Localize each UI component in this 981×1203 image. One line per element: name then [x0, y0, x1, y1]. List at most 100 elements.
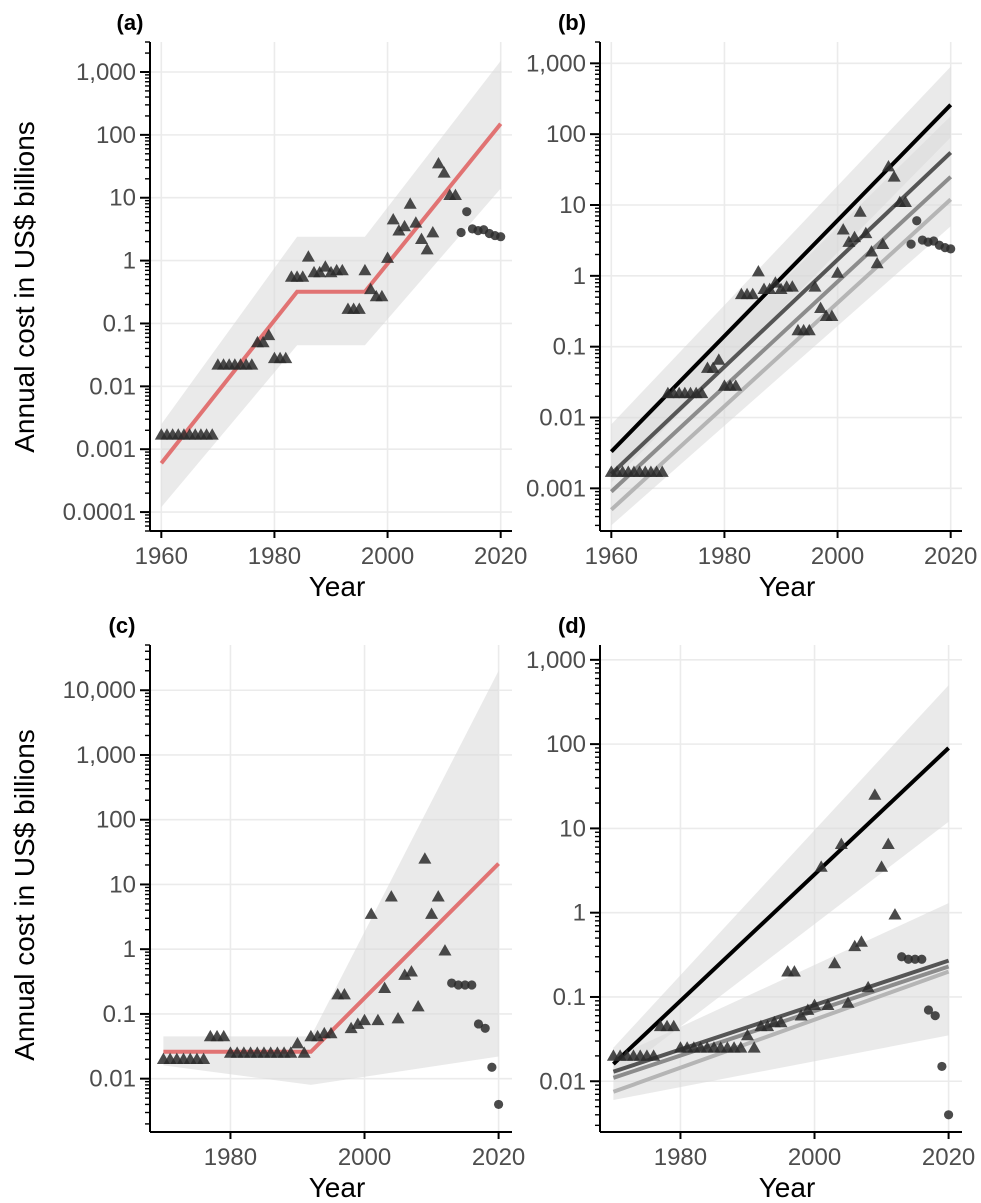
- y-tick-label: 10: [109, 871, 136, 898]
- data-point-triangle: [437, 166, 451, 178]
- data-point-triangle: [425, 907, 439, 919]
- fit-line: [609, 175, 953, 494]
- data-point-circle: [910, 954, 920, 964]
- data-point-triangle: [870, 256, 884, 269]
- data-point-circle: [473, 1019, 484, 1029]
- panel-tag: (d): [558, 613, 586, 638]
- data-point-triangle: [787, 965, 801, 977]
- data-point-triangle: [808, 280, 822, 292]
- x-tick-label: 1980: [654, 1144, 707, 1171]
- data-point-triangle: [854, 935, 868, 947]
- data-point-triangle: [411, 1000, 425, 1012]
- data-point-circle: [906, 239, 916, 249]
- data-point-circle: [946, 244, 956, 254]
- data-point-triangle: [418, 852, 432, 864]
- panel-tag: (b): [558, 10, 586, 35]
- y-tick-label: 100: [96, 807, 136, 834]
- data-point-circle: [480, 1023, 490, 1033]
- data-point-triangle: [848, 230, 862, 243]
- y-tick-label: 100: [546, 731, 586, 758]
- data-point-triangle: [706, 361, 720, 373]
- data-point-circle: [493, 1099, 504, 1110]
- fit-line: [609, 197, 953, 512]
- x-tick-label: 2020: [924, 543, 977, 570]
- data-point-circle: [453, 980, 463, 990]
- data-point-circle: [462, 207, 472, 217]
- data-point-triangle: [404, 965, 418, 977]
- data-point-triangle: [384, 890, 398, 902]
- x-axis-title: Year: [309, 571, 366, 602]
- data-point-triangle: [431, 157, 445, 169]
- data-point-triangle: [205, 428, 219, 440]
- data-point-triangle: [324, 1026, 338, 1039]
- data-point-triangle: [217, 1029, 231, 1042]
- y-tick-label: 0.1: [553, 984, 586, 1011]
- data-point-triangle: [740, 1028, 754, 1041]
- y-tick-label: 10: [559, 815, 586, 842]
- y-tick-label: 0.01: [539, 405, 586, 432]
- data-point-triangle: [301, 250, 315, 262]
- data-point-triangle: [875, 860, 889, 872]
- data-point-triangle: [262, 328, 276, 341]
- data-point-triangle: [245, 358, 259, 370]
- y-tick-label: 1,000: [526, 647, 586, 674]
- x-tick-label: 2000: [361, 543, 414, 570]
- data-point-triangle: [335, 263, 349, 276]
- data-point-triangle: [801, 1003, 815, 1015]
- data-point-triangle: [712, 353, 726, 365]
- data-point-triangle: [831, 266, 845, 278]
- data-point-triangle: [256, 335, 270, 348]
- data-point-triangle: [859, 226, 873, 239]
- data-point-circle: [467, 980, 477, 990]
- x-tick-label: 1980: [248, 543, 301, 570]
- y-tick-label: 10: [559, 192, 586, 219]
- y-tick-label: 0.1: [553, 334, 586, 361]
- data-point-circle: [930, 1011, 940, 1021]
- data-point-circle: [460, 980, 470, 990]
- y-tick-label: 100: [546, 121, 586, 148]
- fit-line: [159, 122, 503, 465]
- data-point-triangle: [409, 216, 423, 228]
- data-point-triangle: [763, 282, 777, 294]
- data-point-triangle: [381, 251, 395, 263]
- y-tick-label: 1,000: [76, 59, 136, 86]
- panel-c: 0.01 0.1 1 10 100 1,000 10,000 1980 2000 2020 Year…: [63, 613, 526, 1203]
- data-point-triangle: [364, 907, 378, 919]
- data-point-triangle: [729, 379, 743, 391]
- data-point-triangle: [415, 232, 428, 244]
- data-point-triangle: [785, 280, 799, 292]
- data-point-triangle: [438, 944, 452, 956]
- y-tick-label: 1: [573, 263, 586, 290]
- data-point-triangle: [426, 225, 440, 238]
- data-point-triangle: [371, 1013, 385, 1026]
- y-tick-label: 100: [96, 122, 136, 149]
- data-point-triangle: [836, 223, 850, 235]
- x-axis-title: Year: [759, 1172, 816, 1203]
- confidence-band: [161, 60, 501, 508]
- data-point-triangle: [814, 301, 828, 314]
- data-point-triangle: [364, 282, 378, 295]
- data-point-triangle: [398, 219, 412, 232]
- y-tick-label: 0.1: [103, 1001, 136, 1028]
- data-point-triangle: [888, 908, 902, 920]
- data-point-triangle: [398, 968, 412, 980]
- data-point-circle: [917, 954, 927, 964]
- data-point-triangle: [861, 980, 875, 993]
- fit-line: [612, 969, 950, 1094]
- x-tick-label: 2020: [922, 1144, 975, 1171]
- data-point-triangle: [695, 386, 709, 399]
- panel-tag: (a): [117, 10, 144, 35]
- y-tick-label: 0.01: [539, 1068, 586, 1095]
- data-point-circle: [496, 232, 506, 242]
- data-point-triangle: [358, 263, 372, 276]
- y-tick-label: 1,000: [76, 742, 136, 769]
- y-tick-label: 0.0001: [63, 499, 136, 526]
- data-point-triangle: [802, 323, 816, 336]
- data-point-triangle: [279, 351, 293, 364]
- data-point-triangle: [887, 170, 901, 182]
- data-point-triangle: [352, 302, 366, 314]
- x-tick-label: 2000: [338, 1144, 391, 1171]
- data-point-triangle: [197, 1052, 211, 1065]
- data-point-triangle: [746, 287, 760, 300]
- data-point-triangle: [868, 788, 882, 800]
